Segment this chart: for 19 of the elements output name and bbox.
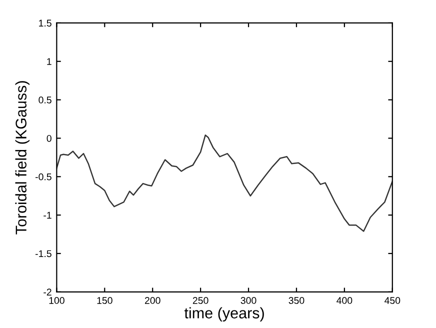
x-tick-label: 350	[288, 297, 304, 304]
x-tick-label: 450	[384, 297, 400, 304]
x-tick-label: 300	[240, 297, 256, 304]
y-tick-label: -1.5	[36, 250, 52, 258]
y-tick-label: 0.5	[38, 96, 52, 104]
x-tick-label: 100	[49, 297, 64, 304]
x-tick-label: 400	[336, 297, 352, 304]
y-tick-label: 1.5	[39, 20, 52, 27]
y-tick-label: -0.5	[36, 173, 52, 180]
y-tick-label: 0	[46, 134, 52, 142]
y-tick-label: -1	[44, 212, 52, 219]
x-tick-label: 150	[97, 297, 112, 304]
x-tick-label: 250	[192, 297, 208, 304]
y-axis-title: Toroidal field (KGauss)	[15, 81, 30, 234]
line-series	[56, 134, 392, 232]
y-tick-label: -2	[44, 288, 52, 296]
x-tick-label: 200	[144, 297, 160, 304]
x-axis-title: time (years)	[184, 307, 264, 322]
y-tick-label: 1	[47, 58, 52, 65]
